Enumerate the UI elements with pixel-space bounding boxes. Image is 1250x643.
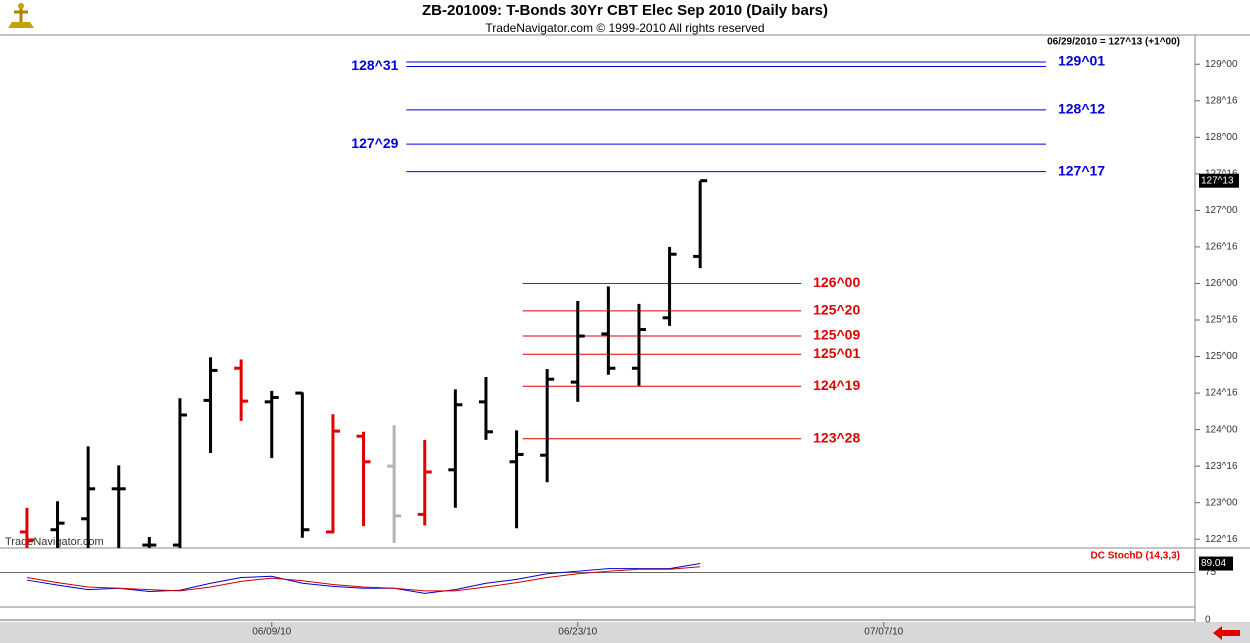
- last-price-label: 127^13: [1201, 175, 1234, 186]
- chart-title: ZB-201009: T-Bonds 30Yr CBT Elec Sep 201…: [422, 2, 828, 19]
- level-label: 127^17: [1058, 162, 1105, 178]
- x-tick-label: 06/23/10: [558, 627, 597, 638]
- indicator-line: [26, 563, 701, 594]
- y-tick-label: 125^00: [1205, 351, 1238, 362]
- indicator-title: DC StochD (14,3,3): [1091, 551, 1180, 562]
- level-label: 126^00: [813, 274, 860, 290]
- status-text: 06/29/2010 = 127^13 (+1^00): [1047, 37, 1180, 48]
- indicator-value-label: 89.04: [1201, 558, 1226, 569]
- x-tick-label: 06/09/10: [252, 627, 291, 638]
- y-tick-label: 126^16: [1205, 242, 1238, 253]
- plot-area: [19, 61, 1046, 548]
- y-tick-label: 126^00: [1205, 278, 1238, 289]
- level-label: 124^19: [813, 377, 860, 393]
- level-label: 128^31: [351, 57, 398, 73]
- overlay: 122^16 123^00 123^16 124^00 124^16 125^00 125^…: [0, 53, 1239, 638]
- scroll-arrow[interactable]: [1213, 626, 1240, 640]
- level-label: 125^20: [813, 302, 860, 318]
- level-label: 128^12: [1058, 101, 1105, 117]
- y-tick-label: 122^16: [1205, 534, 1238, 545]
- y-tick-label: 124^16: [1205, 388, 1238, 399]
- last-price-box: [1199, 173, 1239, 188]
- indicator-line: [26, 566, 701, 592]
- indicator-tick-label: 0: [1205, 615, 1211, 626]
- level-label: 127^29: [351, 135, 398, 151]
- y-tick-label: 127^00: [1205, 205, 1238, 216]
- level-label: 129^01: [1058, 53, 1105, 69]
- chart-subtitle: TradeNavigator.com © 1999-2010 All right…: [485, 21, 764, 35]
- indicator-tick-label: 75: [1205, 567, 1217, 578]
- logo: [8, 3, 34, 28]
- indicator-value-box: [1199, 556, 1233, 571]
- y-tick-label: 128^16: [1205, 95, 1238, 106]
- level-label: 125^09: [813, 327, 860, 343]
- x-tick-label: 07/07/10: [864, 627, 903, 638]
- level-label: 125^01: [813, 345, 860, 361]
- y-tick-label: 123^16: [1205, 461, 1238, 472]
- y-tick-label: 124^00: [1205, 424, 1238, 435]
- y-tick-label: 125^16: [1205, 315, 1238, 326]
- level-label: 123^28: [813, 429, 860, 445]
- date-strip: [0, 622, 1250, 643]
- y-tick-label: 129^00: [1205, 59, 1238, 70]
- y-tick-label: 128^00: [1205, 132, 1238, 143]
- y-tick-label: 123^00: [1205, 497, 1238, 508]
